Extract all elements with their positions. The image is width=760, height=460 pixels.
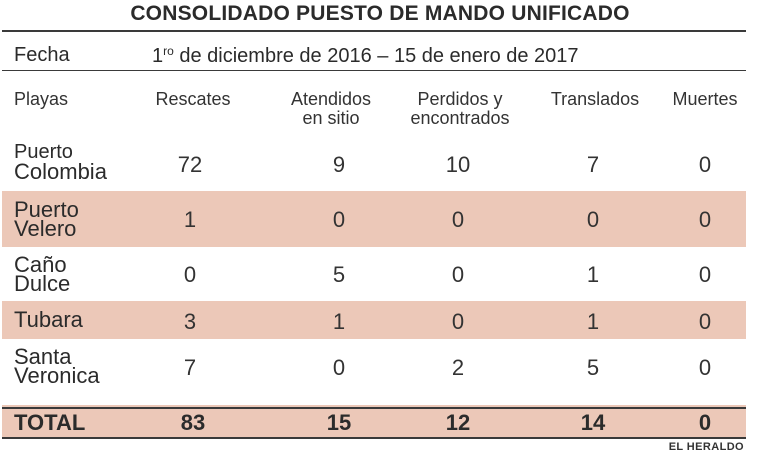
header-perdidos-line1: Perdidos y xyxy=(417,89,503,109)
cell-perdidos: 0 xyxy=(451,262,465,287)
header-atendidos-line2: en sitio xyxy=(302,108,360,128)
cell-atendidos: 0 xyxy=(332,207,346,232)
cell-muertes: 0 xyxy=(698,207,712,232)
beach-name-line1: Puerto xyxy=(14,197,79,222)
cell-muertes: 0 xyxy=(698,309,712,334)
header-perdidos: Perdidos y encontrados xyxy=(400,90,520,128)
total-bottom-rule xyxy=(2,437,746,439)
header-rescates: Rescates xyxy=(155,89,231,109)
cell-rescates: 7 xyxy=(183,355,197,380)
total-atendidos: 15 xyxy=(326,410,352,435)
header-perdidos-line2: encontrados xyxy=(410,108,510,128)
cell-perdidos: 2 xyxy=(451,355,465,380)
fecha-range: 1ro de diciembre de 2016 – 15 de enero d… xyxy=(152,44,579,68)
title-divider xyxy=(2,30,746,32)
beach-name-line1: Tubara xyxy=(14,307,83,332)
header-atendidos-line1: Atendidos xyxy=(290,89,372,109)
beach-name-line2: Velero xyxy=(14,216,77,241)
fecha-range-text: de diciembre de 2016 – 15 de enero de 20… xyxy=(173,45,579,67)
beach-name-line2: Dulce xyxy=(14,271,71,296)
header-muertes: Muertes xyxy=(672,89,738,109)
cell-atendidos: 5 xyxy=(332,262,346,287)
cell-rescates: 0 xyxy=(183,262,197,287)
header-translados: Translados xyxy=(550,89,640,109)
row-band-puerto-velero xyxy=(2,191,746,247)
cell-muertes: 0 xyxy=(698,355,712,380)
cell-translados: 1 xyxy=(586,309,600,334)
beach-name-line1: Caño xyxy=(14,252,67,277)
cell-rescates: 3 xyxy=(183,309,197,334)
table-title: CONSOLIDADO PUESTO DE MANDO UNIFICADO xyxy=(130,2,630,25)
cell-atendidos: 9 xyxy=(332,152,346,177)
cell-translados: 1 xyxy=(586,262,600,287)
total-top-rule xyxy=(2,407,746,409)
beach-name-line2: Colombia xyxy=(14,159,107,184)
fecha-day: 1 xyxy=(152,45,164,67)
cell-translados: 5 xyxy=(586,355,600,380)
header-playas: Playas xyxy=(14,89,69,109)
cell-translados: 0 xyxy=(586,207,600,232)
header-atendidos: Atendidos en sitio xyxy=(276,90,386,128)
cell-rescates: 72 xyxy=(177,152,203,177)
row-band-tubara xyxy=(2,301,746,339)
source-credit: EL HERALDO xyxy=(668,441,744,453)
fecha-label: Fecha xyxy=(14,44,70,66)
total-label: TOTAL xyxy=(14,410,86,435)
cell-perdidos: 10 xyxy=(445,152,471,177)
fecha-divider xyxy=(2,70,746,72)
row-band-total xyxy=(2,405,746,437)
total-perdidos: 12 xyxy=(445,410,471,435)
cell-muertes: 0 xyxy=(698,152,712,177)
cell-perdidos: 0 xyxy=(451,207,465,232)
cell-rescates: 1 xyxy=(183,207,197,232)
fecha-ordinal: ro xyxy=(163,44,174,58)
cell-muertes: 0 xyxy=(698,262,712,287)
cell-atendidos: 1 xyxy=(332,309,346,334)
beach-name-line1: Puerto xyxy=(14,141,73,163)
beach-name-line1: Santa xyxy=(14,344,72,369)
cell-translados: 7 xyxy=(586,152,600,177)
cell-atendidos: 0 xyxy=(332,355,346,380)
total-translados: 14 xyxy=(580,410,606,435)
total-rescates: 83 xyxy=(180,410,206,435)
cell-perdidos: 0 xyxy=(451,309,465,334)
total-muertes: 0 xyxy=(698,410,712,435)
beach-name-line2: Veronica xyxy=(14,363,100,388)
